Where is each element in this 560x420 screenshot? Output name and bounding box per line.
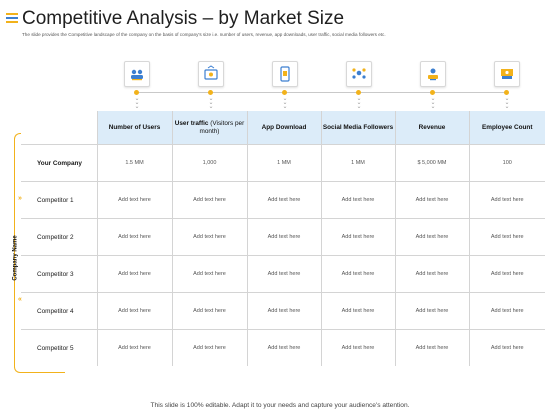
table-row: Competitor 4 Add text here Add text here… — [21, 292, 545, 330]
row-label: Competitor 1 — [21, 181, 98, 219]
table-row: Your Company 1.5 MM 1,000 1 MM 1 MM $ 5,… — [21, 144, 545, 182]
table-cell: Add text here — [469, 292, 545, 330]
connector-dot — [134, 90, 139, 95]
table-cell: Add text here — [97, 181, 173, 219]
row-label: Competitor 4 — [21, 292, 98, 330]
table-row: Competitor 2 Add text here Add text here… — [21, 218, 545, 256]
table-cell: Add text here — [321, 181, 396, 219]
table-cell: Add text here — [97, 218, 173, 256]
chevron-down-icon: « — [18, 296, 22, 303]
revenue-icon — [420, 61, 446, 87]
social-media-icon — [346, 61, 372, 87]
icon-connector-line — [136, 92, 508, 93]
table-cell: Add text here — [469, 181, 545, 219]
table-cell: Add text here — [172, 329, 248, 366]
row-label: Competitor 5 — [21, 329, 98, 366]
table-cell: Add text here — [395, 255, 470, 293]
table-cell: Add text here — [172, 292, 248, 330]
table-cell: Add text here — [395, 218, 470, 256]
table-cell: Add text here — [469, 329, 545, 366]
table-cell: Add text here — [172, 255, 248, 293]
table-cell: Add text here — [395, 329, 470, 366]
connector-dot — [504, 90, 509, 95]
table-cell: Add text here — [395, 292, 470, 330]
table-cell: Add text here — [97, 329, 173, 366]
table-cell: Add text here — [247, 255, 322, 293]
comparison-table: Number of Users User traffic (Visitors p… — [21, 111, 545, 366]
footer-note: This slide is 100% editable. Adapt it to… — [150, 402, 410, 409]
chevron-down-icon: ⌄ ⌄ ⌄ — [356, 96, 362, 110]
page-title: Competitive Analysis – by Market Size — [22, 8, 345, 29]
table-cell: 1.5 MM — [97, 144, 173, 182]
table-cell: Add text here — [172, 218, 248, 256]
employee-count-icon — [494, 61, 520, 87]
row-label: Your Company — [21, 144, 98, 182]
table-cell: Add text here — [247, 181, 322, 219]
table-cell: Add text here — [97, 292, 173, 330]
table-row: Competitor 3 Add text here Add text here… — [21, 255, 545, 293]
chevron-down-icon: ⌄ ⌄ ⌄ — [134, 96, 140, 110]
table-cell: Add text here — [247, 329, 322, 366]
table-cell: Add text here — [469, 218, 545, 256]
title-accent-bars — [6, 13, 18, 25]
table-cell: Add text here — [172, 181, 248, 219]
table-cell: Add text here — [321, 255, 396, 293]
column-header: Social Media Followers — [321, 111, 396, 145]
table-cell: Add text here — [321, 218, 396, 256]
traffic-icon — [198, 61, 224, 87]
chevron-down-icon: ⌄ ⌄ ⌄ — [208, 96, 214, 110]
table-cell: Add text here — [247, 292, 322, 330]
column-header: Revenue — [395, 111, 470, 145]
page-subtitle: The slide provides the Competitive lands… — [22, 32, 386, 37]
table-cell: Add text here — [395, 181, 470, 219]
table-cell: 1 MM — [247, 144, 322, 182]
table-cell: 1 MM — [321, 144, 396, 182]
table-cell: 100 — [469, 144, 545, 182]
chevron-down-icon: ⌄ ⌄ ⌄ — [504, 96, 510, 110]
table-row: Competitor 1 Add text here Add text here… — [21, 181, 545, 219]
table-cell: Add text here — [321, 329, 396, 366]
column-header: Employee Count — [469, 111, 545, 145]
chevron-up-icon: » — [18, 195, 22, 202]
connector-dot — [282, 90, 287, 95]
connector-dot — [208, 90, 213, 95]
row-label: Competitor 3 — [21, 255, 98, 293]
table-cell: Add text here — [97, 255, 173, 293]
table-cell: $ 5,000 MM — [395, 144, 470, 182]
metric-icon-row: ⌄ ⌄ ⌄ ⌄ ⌄ ⌄ ⌄ ⌄ ⌄ ⌄ ⌄ ⌄ ⌄ ⌄ ⌄ ⌄ ⌄ ⌄ — [0, 59, 560, 119]
chevron-down-icon: ⌄ ⌄ ⌄ — [282, 96, 288, 110]
connector-dot — [356, 90, 361, 95]
column-header: User traffic (Visitors per month) — [172, 111, 248, 145]
row-label: Competitor 2 — [21, 218, 98, 256]
header-corner — [21, 111, 98, 145]
app-download-icon — [272, 61, 298, 87]
table-cell: 1,000 — [172, 144, 248, 182]
chevron-down-icon: ⌄ ⌄ ⌄ — [430, 96, 436, 110]
table-cell: Add text here — [469, 255, 545, 293]
table-cell: Add text here — [321, 292, 396, 330]
column-header: Number of Users — [97, 111, 173, 145]
side-label: Company Name — [12, 235, 19, 281]
table-cell: Add text here — [247, 218, 322, 256]
column-header: App Download — [247, 111, 322, 145]
table-row: Competitor 5 Add text here Add text here… — [21, 329, 545, 366]
connector-dot — [430, 90, 435, 95]
table-header-row: Number of Users User traffic (Visitors p… — [21, 111, 545, 145]
users-icon — [124, 61, 150, 87]
